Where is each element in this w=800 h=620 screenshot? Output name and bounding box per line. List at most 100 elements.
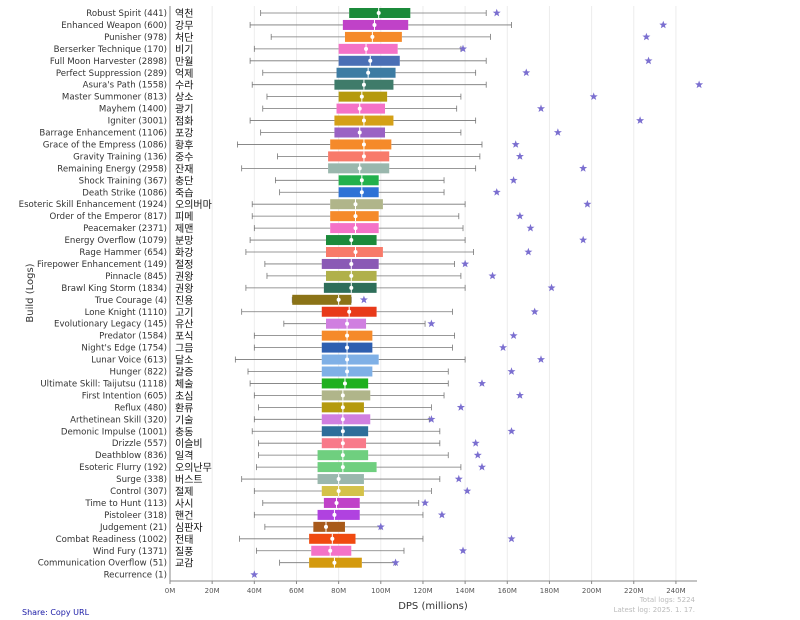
build-label: Robust Spirit (441) [86,9,167,19]
build-label: Esoteric Flurry (192) [79,463,167,473]
iqr-box [338,187,379,198]
outlier-star [459,44,467,53]
build-label: Judgement (21) [99,523,167,533]
build-label: Hunger (822) [110,368,167,378]
mean-dot [336,489,341,493]
mean-dot [368,58,373,63]
iqr-box [321,354,379,365]
iqr-box [321,486,364,496]
outlier-star [391,558,400,567]
outlier-star [454,474,463,483]
iqr-box [336,67,396,78]
outlier-star [515,152,524,160]
build-korean-label: 기술 [175,414,193,426]
build-korean-label: 광기 [175,104,193,116]
outlier-star [553,128,562,136]
outlier-star [583,200,592,208]
build-korean-label: 포식 [175,331,193,343]
iqr-box [330,139,392,150]
build-korean-label: 역천 [175,8,193,20]
build-korean-label: 중수 [175,151,193,163]
build-label: Time to Hunt (113) [84,499,167,509]
build-korean-label: 이슬비 [175,438,203,450]
build-korean-label: 질풍 [175,546,193,558]
iqr-box [338,175,379,186]
outlier-star [461,259,470,268]
build-korean-label: 피메 [175,211,193,223]
outlier-star [507,534,516,543]
build-korean-label: 교감 [175,558,193,570]
iqr-box [321,390,371,401]
build-korean-label: 화강 [175,247,193,259]
label-layer: Robust Spirit (441) 역천 Enhanced Weapon (60… [19,8,212,581]
mean-dot [353,226,358,231]
build-korean-label: 오의난무 [175,462,212,474]
build-label: Drizzle (557) [112,439,167,449]
build-label: Pinnacle (845) [105,272,167,282]
build-label: Energy Overflow (1079) [65,236,168,246]
outlier-star [456,403,465,411]
mean-dot [359,178,364,183]
build-korean-label: 환류 [175,402,193,414]
build-korean-label: 죽습 [175,187,193,199]
outlier-star [579,164,588,172]
build-korean-label: 핸건 [175,510,193,522]
build-korean-label: 사시 [175,498,193,510]
build-label: Deathblow (836) [95,451,167,461]
build-label: Shock Training (367) [79,176,167,186]
x-tick-label: 240M [666,587,685,595]
mean-dot [372,22,377,27]
build-korean-label: 버스트 [175,474,203,486]
build-label: Punisher (978) [104,33,167,43]
build-label: Berserker Technique (170) [54,45,167,55]
build-korean-label: 유산 [175,319,193,331]
mean-dot [340,405,345,410]
x-tick-label: 20M [205,587,220,595]
mean-dot [366,70,371,75]
build-label: Pistoleer (318) [104,511,167,521]
build-korean-label: 오의버마 [175,199,212,211]
build-label: Igniter (3001) [108,117,167,127]
outlier-star [376,522,385,531]
outlier-star [511,140,520,148]
build-korean-label: 달소 [175,355,193,367]
x-tick-label: 80M [331,587,346,595]
x-tick-label: 60M [289,587,304,595]
build-label: Demonic Impulse (1001) [61,427,167,437]
build-label: Surge (338) [116,475,167,485]
build-label: Gravity Training (136) [73,152,167,162]
build-korean-label: 고기 [175,307,193,319]
iqr-box [317,474,364,485]
build-korean-label: 충단 [175,175,193,187]
build-korean-label: 억제 [175,68,193,80]
share-link[interactable]: Share: Copy URL [22,608,90,617]
x-tick-label: 180M [540,587,559,595]
mean-dot [349,285,354,290]
outlier-star [636,116,645,124]
x-tick-label: 140M [455,587,474,595]
mean-dot [364,46,369,51]
mean-dot [361,154,366,159]
outlier-star [463,486,472,495]
build-label: Rage Hammer (654) [79,248,167,258]
outlier-star [537,355,545,363]
iqr-box [328,151,390,162]
outlier-star [427,415,436,423]
outlier-star [250,570,259,578]
outlier-star [437,510,446,519]
build-label: Death Strike (1086) [82,188,167,198]
build-korean-label: 진용 [175,295,193,307]
grid-layer [169,6,677,581]
iqr-box [317,509,360,520]
iqr-box [321,414,371,425]
x-tick-label: 220M [624,587,643,595]
build-korean-label: 수라 [175,80,193,92]
build-label: Remaining Energy (2958) [57,164,167,174]
outlier-star [459,546,467,555]
x-tick-label: 160M [498,587,517,595]
mean-dot [361,142,366,147]
outlier-star [547,283,556,292]
mean-dot [347,309,352,314]
build-label: Ultimate Skill: Taijutsu (1118) [40,379,167,389]
build-korean-label: 비기 [175,44,193,56]
